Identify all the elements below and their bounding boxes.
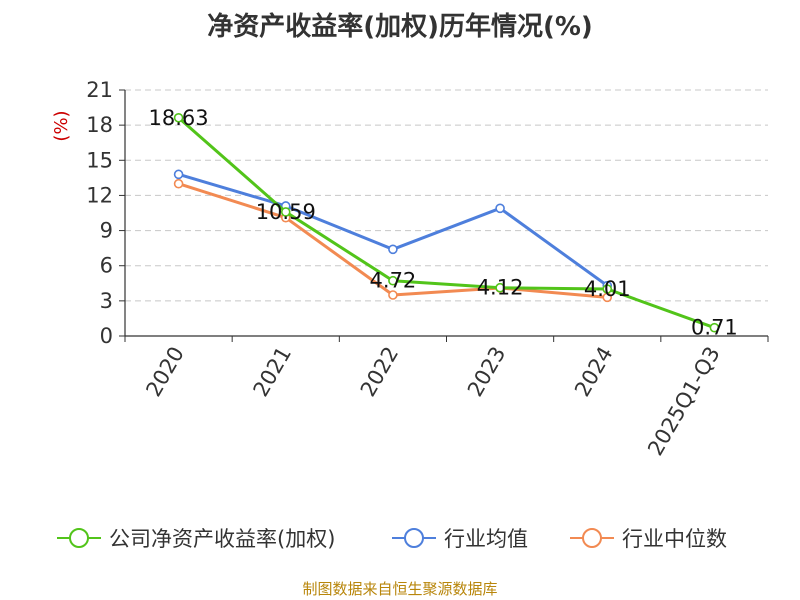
x-tick-label: 2021 (249, 343, 297, 401)
y-tick-label: 21 (86, 78, 113, 102)
chart-title: 净资产收益率(加权)历年情况(%) (207, 12, 593, 42)
series-layer (173, 112, 720, 333)
data-label: 18.63 (149, 106, 209, 130)
data-point (280, 207, 291, 217)
y-tick-label: 9 (100, 219, 113, 243)
x-tick-label: 2020 (141, 343, 189, 401)
series-line (177, 116, 715, 330)
x-tick-label: 2023 (463, 343, 511, 401)
legend-item[interactable]: 行业均值 (390, 520, 528, 556)
data-point (173, 169, 184, 180)
data-point (495, 282, 505, 293)
y-tick-label: 12 (86, 183, 113, 207)
y-tick-label: 18 (86, 113, 113, 137)
y-tick-label: 6 (100, 254, 113, 278)
data-label: 0.71 (691, 316, 738, 340)
y-tick-label: 0 (100, 324, 113, 348)
y-tick-label: 3 (100, 289, 113, 313)
y-axis-label: (%) (51, 110, 72, 141)
data-point (709, 322, 720, 333)
data-point (388, 275, 398, 286)
x-tick-label: 2022 (356, 343, 404, 401)
data-label: 4.01 (584, 277, 631, 301)
data-point (173, 178, 184, 189)
legend-item[interactable]: 公司净资产收益率(加权) (55, 520, 335, 556)
data-label-layer: 18.63 10.59 4.72 4.12 4.01 0.71 (149, 106, 738, 340)
legend-marker-icon (57, 528, 101, 548)
legend-marker-icon (570, 528, 614, 548)
source-footer: 制图数据来自恒生聚源数据库 (302, 580, 498, 598)
grid-layer (125, 89, 768, 302)
data-label: 10.59 (256, 200, 316, 224)
legend-circle (582, 528, 602, 548)
x-tick-label: 2024 (570, 343, 618, 401)
data-label: 4.12 (477, 276, 524, 300)
x-tick-label: 2025Q1-Q3 (643, 343, 725, 460)
legend-circle (404, 528, 424, 548)
legend-item[interactable]: 行业中位数 (568, 520, 727, 556)
legend-label: 行业中位数 (622, 527, 727, 551)
legend-label: 公司净资产收益率(加权) (109, 527, 336, 551)
data-point (173, 112, 184, 123)
data-point (388, 290, 398, 300)
legend-label: 行业均值 (444, 527, 528, 551)
data-point (495, 203, 505, 214)
y-tick-label: 15 (86, 148, 113, 172)
data-label: 4.72 (370, 269, 417, 293)
data-point (602, 284, 613, 294)
legend-marker-icon (392, 528, 436, 548)
data-point (388, 244, 398, 255)
legend: 公司净资产收益率(加权) 行业均值 行业中位数 (0, 520, 800, 556)
legend-circle (69, 528, 89, 548)
